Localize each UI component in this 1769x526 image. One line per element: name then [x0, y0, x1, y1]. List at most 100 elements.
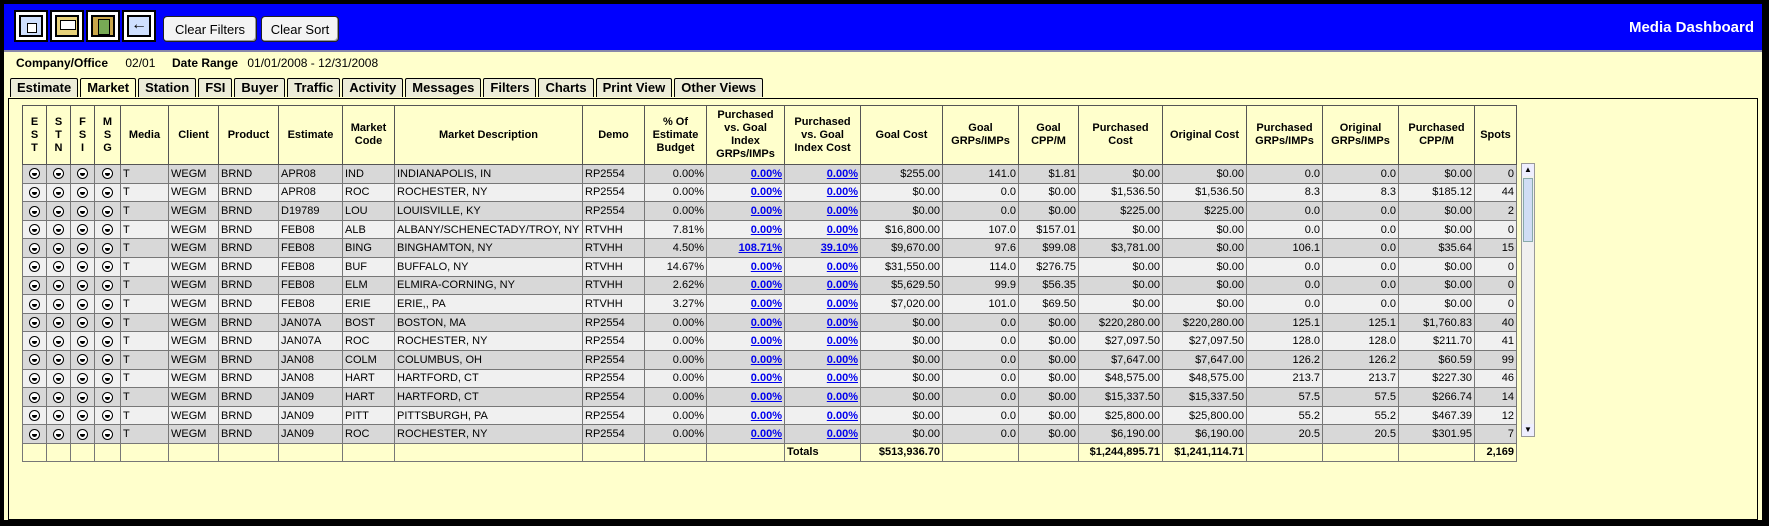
- indicator-cell[interactable]: [94, 424, 121, 444]
- est-indicator-icon[interactable]: [29, 428, 40, 440]
- table-row[interactable]: T WEGM BRND JAN09 PITT PITTSBURGH, PA RP2554 0.…: [22, 405, 1517, 426]
- table-row[interactable]: T WEGM BRND FEB08 BUF BUFFALO, NY RTVHH 14.67% 0…: [22, 256, 1517, 277]
- table-row[interactable]: T WEGM BRND FEB08 ELM ELMIRA-CORNING, NY RTVHH…: [22, 275, 1517, 296]
- pvg-index-cost-link[interactable]: 0.00%: [826, 353, 858, 366]
- stn-indicator-icon[interactable]: [53, 261, 64, 273]
- pvg-index-cost-link[interactable]: 0.00%: [826, 297, 858, 310]
- est-indicator-icon[interactable]: [29, 224, 40, 236]
- table-row[interactable]: T WEGM BRND APR08 ROC ROCHESTER, NY RP2554 0.00…: [22, 182, 1517, 203]
- pvg-index-grps-link[interactable]: 0.00%: [750, 260, 782, 273]
- tab-estimate[interactable]: Estimate: [10, 78, 79, 97]
- indicator-cell[interactable]: [70, 312, 95, 333]
- indicator-cell[interactable]: [22, 349, 47, 370]
- table-row[interactable]: T WEGM BRND JAN09 HART HARTFORD, CT RP2554 0.00…: [22, 387, 1517, 407]
- indicator-cell[interactable]: [46, 182, 71, 203]
- indicator-cell[interactable]: [94, 238, 121, 258]
- indicator-cell[interactable]: [70, 219, 95, 240]
- column-header-product[interactable]: Product: [218, 105, 279, 165]
- fsi-indicator-icon[interactable]: [77, 391, 88, 403]
- column-header-original-grps[interactable]: Original GRPs/IMPs: [1322, 105, 1399, 165]
- stn-indicator-icon[interactable]: [53, 372, 64, 384]
- indicator-cell[interactable]: [22, 294, 47, 314]
- indicator-cell[interactable]: [94, 349, 121, 370]
- column-header-pvg-index-cost[interactable]: Purchased vs. Goal Index Cost: [784, 105, 861, 165]
- indicator-cell[interactable]: [46, 256, 71, 277]
- column-header-goal-cost[interactable]: Goal Cost: [860, 105, 943, 165]
- pvg-index-grps-link[interactable]: 0.00%: [750, 390, 782, 403]
- table-row[interactable]: T WEGM BRND D19789 LOU LOUISVILLE, KY RP2554 0.…: [22, 201, 1517, 221]
- indicator-cell[interactable]: [70, 275, 95, 296]
- indicator-cell[interactable]: [46, 164, 71, 184]
- msg-indicator-icon[interactable]: [102, 317, 113, 329]
- tab-messages[interactable]: Messages: [405, 78, 482, 97]
- stn-indicator-icon[interactable]: [53, 317, 64, 329]
- pvg-index-cost-link[interactable]: 0.00%: [826, 167, 858, 180]
- indicator-cell[interactable]: [94, 201, 121, 221]
- est-indicator-icon[interactable]: [29, 205, 40, 217]
- est-indicator-icon[interactable]: [29, 298, 40, 310]
- pvg-index-cost-link[interactable]: 0.00%: [826, 260, 858, 273]
- stn-indicator-icon[interactable]: [53, 354, 64, 366]
- pvg-index-cost-link[interactable]: 0.00%: [826, 204, 858, 217]
- clear-sort-button[interactable]: Clear Sort: [261, 16, 339, 42]
- indicator-cell[interactable]: [22, 201, 47, 221]
- indicator-cell[interactable]: [46, 387, 71, 407]
- indicator-cell[interactable]: [46, 201, 71, 221]
- indicator-cell[interactable]: [94, 368, 121, 389]
- pvg-index-grps-link[interactable]: 0.00%: [750, 297, 782, 310]
- tab-traffic[interactable]: Traffic: [287, 78, 341, 97]
- indicator-cell[interactable]: [46, 424, 71, 444]
- indicator-cell[interactable]: [22, 424, 47, 444]
- tab-charts[interactable]: Charts: [538, 78, 594, 97]
- table-row[interactable]: T WEGM BRND FEB08 ERIE ERIE,, PA RTVHH 3.27% 0.0…: [22, 294, 1517, 314]
- pvg-index-grps-link[interactable]: 0.00%: [750, 316, 782, 329]
- column-header-demo[interactable]: Demo: [582, 105, 645, 165]
- indicator-cell[interactable]: [46, 275, 71, 296]
- stn-indicator-icon[interactable]: [53, 279, 64, 291]
- pvg-index-cost-link[interactable]: 0.00%: [826, 279, 858, 292]
- indicator-cell[interactable]: [94, 294, 121, 314]
- stn-indicator-icon[interactable]: [53, 186, 64, 198]
- indicator-cell[interactable]: [70, 294, 95, 314]
- tab-buyer[interactable]: Buyer: [234, 78, 286, 97]
- table-row[interactable]: T WEGM BRND JAN08 HART HARTFORD, CT RP2554 0.00…: [22, 368, 1517, 389]
- est-indicator-icon[interactable]: [29, 168, 40, 180]
- fsi-indicator-icon[interactable]: [77, 298, 88, 310]
- stn-indicator-icon[interactable]: [53, 224, 64, 236]
- pvg-index-cost-link[interactable]: 0.00%: [826, 335, 858, 348]
- est-indicator-icon[interactable]: [29, 372, 40, 384]
- tab-fsi[interactable]: FSI: [198, 78, 233, 97]
- indicator-cell[interactable]: [22, 219, 47, 240]
- indicator-cell[interactable]: [94, 387, 121, 407]
- fsi-indicator-icon[interactable]: [77, 372, 88, 384]
- indicator-cell[interactable]: [94, 182, 121, 203]
- tab-station[interactable]: Station: [138, 78, 197, 97]
- indicator-cell[interactable]: [22, 182, 47, 203]
- pvg-index-cost-link[interactable]: 0.00%: [826, 316, 858, 329]
- tab-market[interactable]: Market: [80, 78, 137, 97]
- vertical-scrollbar[interactable]: ▲ ▼: [1521, 163, 1535, 437]
- stn-indicator-icon[interactable]: [53, 335, 64, 347]
- column-header-purchased-cost[interactable]: Purchased Cost: [1078, 105, 1163, 165]
- fsi-indicator-icon[interactable]: [77, 186, 88, 198]
- stn-indicator-icon[interactable]: [53, 242, 64, 254]
- tab-filters[interactable]: Filters: [483, 78, 537, 97]
- indicator-cell[interactable]: [46, 368, 71, 389]
- table-row[interactable]: T WEGM BRND FEB08 BING BINGHAMTON, NY RTVHH 4.5…: [22, 238, 1517, 258]
- msg-indicator-icon[interactable]: [102, 224, 113, 236]
- msg-indicator-icon[interactable]: [102, 279, 113, 291]
- indicator-cell[interactable]: [22, 256, 47, 277]
- pvg-index-grps-link[interactable]: 0.00%: [750, 204, 782, 217]
- indicator-cell[interactable]: [94, 164, 121, 184]
- indicator-cell[interactable]: [70, 256, 95, 277]
- msg-indicator-icon[interactable]: [102, 410, 113, 422]
- pvg-index-grps-link[interactable]: 0.00%: [750, 223, 782, 236]
- indicator-cell[interactable]: [22, 238, 47, 258]
- pvg-index-grps-link[interactable]: 0.00%: [750, 428, 782, 441]
- column-header-market-code[interactable]: Market Code: [342, 105, 395, 165]
- indicator-cell[interactable]: [70, 368, 95, 389]
- scroll-thumb[interactable]: [1523, 178, 1533, 242]
- scroll-down-icon[interactable]: ▼: [1522, 424, 1534, 436]
- column-header-market-description[interactable]: Market Description: [394, 105, 583, 165]
- fsi-indicator-icon[interactable]: [77, 224, 88, 236]
